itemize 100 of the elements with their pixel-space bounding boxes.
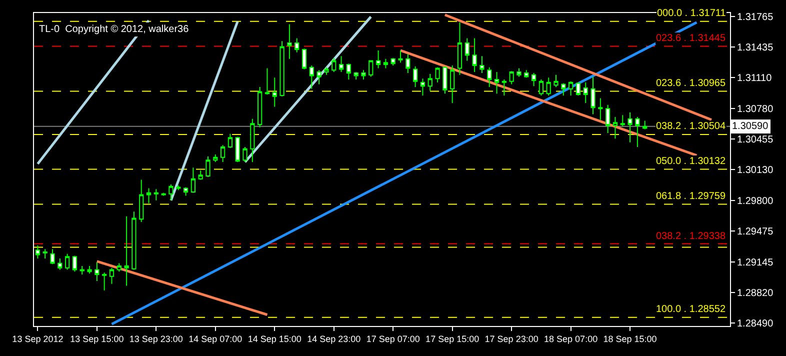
candlestick	[450, 64, 455, 104]
candlestick	[280, 40, 284, 97]
candlestick	[598, 98, 603, 120]
candlestick	[302, 48, 307, 70]
candlestick	[428, 73, 432, 92]
candlestick	[235, 136, 240, 162]
ref-line-label: 038.2 . 1.29338	[656, 231, 726, 242]
y-tick-label: 1.31435	[737, 42, 774, 54]
candlestick	[413, 66, 418, 88]
candlestick	[435, 66, 440, 83]
candlestick	[324, 66, 329, 76]
candlestick	[228, 133, 233, 148]
y-tick-label: 1.29475	[737, 226, 774, 238]
candlestick	[87, 266, 92, 274]
candlestick	[576, 82, 581, 96]
candlestick	[168, 184, 174, 201]
x-tick-label: 14 Sep 23:00	[307, 334, 361, 344]
x-tick-label: 17 Sep 15:00	[426, 334, 480, 344]
ref-line-label: 100.0 . 1.28552	[656, 304, 726, 315]
candlestick	[568, 80, 574, 96]
ref-line-label: 023.6 . 1.31445	[656, 33, 726, 44]
candlestick	[524, 70, 529, 78]
ref-line-label: 1.30590	[732, 121, 769, 132]
x-tick-label: 18 Sep 07:00	[544, 334, 598, 344]
candlestick	[309, 64, 314, 90]
candlestick	[116, 262, 122, 272]
candlestick	[590, 76, 596, 115]
candlestick	[294, 38, 300, 53]
candlestick	[287, 24, 292, 60]
candlestick	[242, 146, 248, 162]
candlestick	[420, 78, 426, 96]
y-tick-label: 1.30455	[737, 134, 774, 146]
x-tick-label: 14 Sep 07:00	[188, 334, 242, 344]
candlestick	[42, 248, 48, 260]
candlestick	[620, 114, 625, 127]
candlestick	[264, 68, 270, 96]
x-tick-label: 18 Sep 15:00	[603, 334, 657, 344]
ref-line-label: 038.2 . 1.30504	[656, 121, 726, 132]
candlestick	[628, 112, 632, 143]
ref-line-label: 061.8 . 1.29759	[656, 191, 726, 202]
x-tick-label: 17 Sep 23:00	[484, 334, 538, 344]
candlestick	[272, 77, 277, 108]
candlestick	[480, 56, 484, 74]
candlestick	[487, 66, 492, 88]
candlestick	[361, 70, 366, 80]
candlestick	[183, 186, 188, 196]
candlestick	[635, 116, 640, 148]
x-tick-label: 14 Sep 15:00	[248, 334, 302, 344]
candlestick	[124, 216, 129, 286]
ref-line-label: 000.0 . 1.31711	[657, 8, 726, 19]
candlestick	[472, 38, 477, 73]
candlestick	[338, 56, 344, 73]
candlestick	[509, 70, 514, 85]
candlestick	[332, 57, 336, 73]
candlestick	[154, 188, 158, 201]
y-tick-label: 1.31110	[737, 73, 772, 84]
x-tick-label: 13 Sep 2012	[12, 334, 64, 344]
candlestick	[383, 58, 388, 69]
candlestick	[368, 60, 374, 78]
candlestick	[250, 118, 255, 162]
candlestick	[561, 82, 566, 96]
x-tick-label: 13 Sep 23:00	[129, 334, 183, 344]
candlestick	[346, 63, 351, 80]
candlestick	[213, 154, 218, 162]
candlestick	[316, 70, 322, 85]
candlestick	[398, 50, 403, 64]
candlestick	[583, 82, 588, 104]
candlestick	[376, 50, 381, 69]
candlestick	[94, 262, 100, 282]
candlestick	[102, 272, 107, 291]
candlestick	[139, 179, 144, 222]
candlestick	[546, 77, 551, 96]
candlestick	[531, 72, 536, 87]
candlestick	[109, 267, 114, 284]
candlestick	[457, 22, 462, 76]
y-tick-label: 1.29800	[737, 196, 774, 207]
candlestick	[132, 211, 136, 270]
candlestick	[612, 116, 618, 140]
candlestick	[502, 79, 506, 96]
candlestick	[606, 104, 610, 134]
candlestick	[554, 74, 558, 88]
candlestick	[258, 86, 262, 128]
candlestick	[65, 253, 70, 270]
candlestick	[442, 66, 448, 94]
x-tick-label: 13 Sep 15:00	[70, 334, 124, 344]
candlestick	[464, 38, 470, 62]
candlestick	[390, 57, 396, 66]
candlestick	[190, 167, 196, 194]
candlestick	[354, 72, 358, 80]
y-tick-label: 1.31765	[737, 12, 774, 23]
y-tick-label: 1.28490	[737, 318, 774, 330]
text: TL-0 Copyright © 2012, walker36	[39, 24, 190, 35]
candlestick	[206, 156, 210, 178]
candlestick	[406, 54, 410, 74]
ref-line-label: 023.6 . 1.30965	[656, 78, 726, 89]
x-tick-label: 17 Sep 07:00	[366, 334, 420, 344]
candlestick	[642, 120, 648, 130]
ref-line-label: 050.0 . 1.30132	[656, 156, 726, 167]
candlestick	[146, 188, 152, 204]
candlestick	[538, 79, 544, 96]
